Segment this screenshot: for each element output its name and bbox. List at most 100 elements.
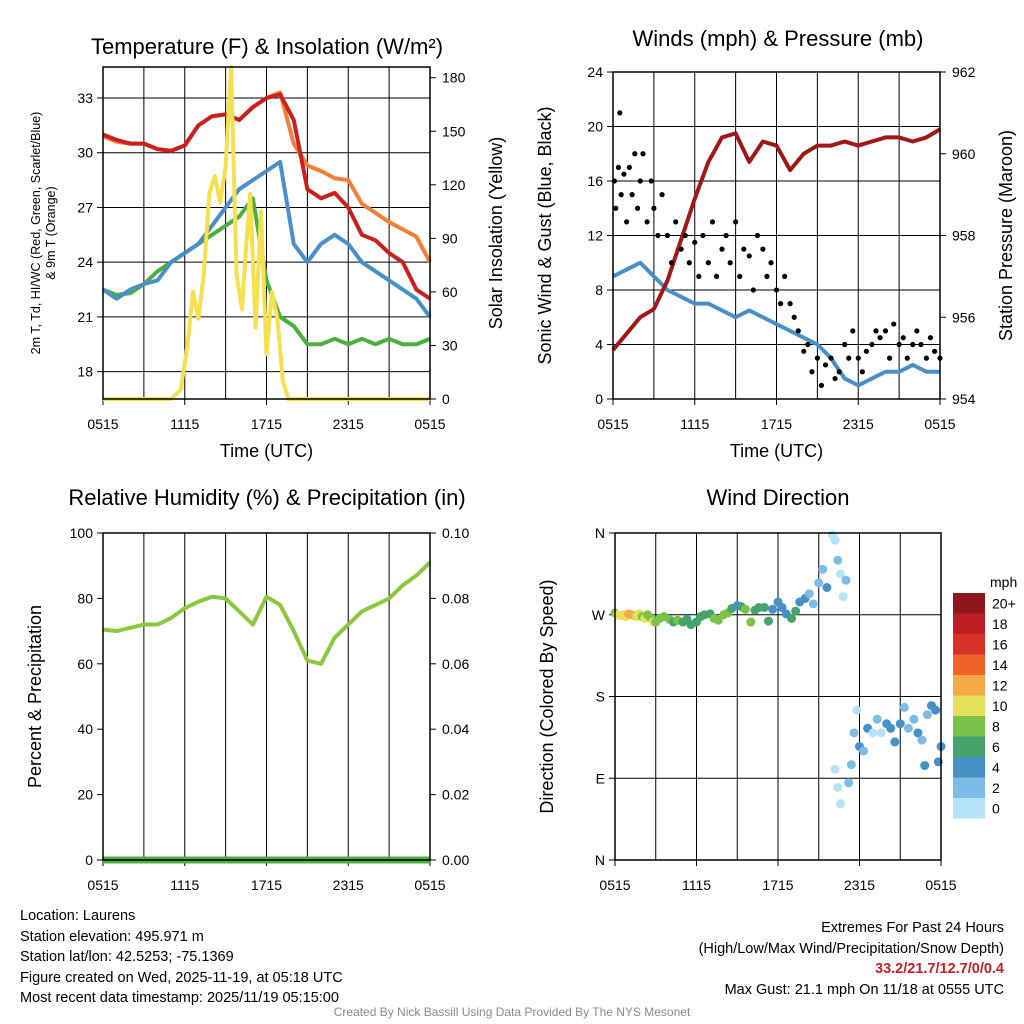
y2-tick-label: 120	[442, 177, 466, 193]
gust-point	[713, 273, 720, 279]
direction-point	[868, 728, 878, 738]
y2-tick-label: 0.04	[442, 721, 469, 737]
gust-point	[809, 369, 815, 375]
direction-point	[822, 583, 832, 592]
gust-point	[814, 355, 820, 361]
y2-axis-label: Solar Insolation (Yellow)	[486, 137, 506, 329]
gust-point	[877, 335, 883, 341]
gust-point	[617, 110, 623, 116]
y2-tick-label: 0.10	[442, 525, 469, 541]
colorbar-bin	[953, 613, 985, 634]
x-tick-label: 1115	[682, 877, 711, 893]
colorbar-label: 10	[992, 698, 1008, 714]
gust-point	[863, 348, 870, 354]
gust-point	[904, 355, 910, 361]
direction-point	[835, 569, 845, 579]
direction-point	[852, 705, 862, 715]
y2-tick-label: 0.00	[442, 852, 469, 868]
colorbar-label: 16	[992, 636, 1008, 652]
gust-point	[822, 362, 829, 368]
colorbar-bin	[953, 593, 985, 614]
gust-point	[801, 348, 807, 354]
y2-tick-label: 90	[442, 230, 458, 246]
colorbar-bin	[953, 798, 985, 819]
gust-point	[836, 369, 842, 375]
credit-text: Created By Nick Bassill Using Data Provi…	[333, 1005, 691, 1019]
gust-point	[900, 335, 906, 341]
x-axis-label: Time (UTC)	[730, 441, 823, 461]
x-tick-label: 0515	[597, 416, 628, 432]
recent-data-text: Most recent data timestamp: 2025/11/19 0…	[20, 990, 339, 1006]
direction-point	[846, 760, 856, 770]
direction-point	[763, 616, 773, 626]
gust-point	[692, 239, 698, 245]
gust-point	[832, 375, 838, 382]
y-tick-label: 24	[77, 254, 93, 270]
x-tick-label: 1115	[170, 877, 199, 893]
gust-point	[640, 151, 646, 157]
gust-point	[910, 341, 916, 348]
y2-tick-label: 180	[442, 70, 466, 86]
x-tick-label: 1115	[170, 416, 199, 432]
gust-point	[923, 355, 929, 361]
y2-tick-label: 150	[442, 123, 466, 139]
gust-point	[764, 273, 770, 279]
y2-tick-label: 956	[952, 309, 976, 325]
y2-axis-label: Station Pressure (Maroon)	[996, 130, 1016, 341]
y-tick-label: 8	[595, 282, 603, 298]
direction-point	[838, 592, 848, 602]
colorbar-label: 20+	[992, 595, 1016, 611]
y-tick-label: N	[595, 852, 605, 868]
x-tick-label: 1715	[761, 416, 792, 432]
y2-tick-label: 0	[442, 391, 450, 407]
gust-point	[773, 287, 780, 293]
chart-panel-2: Winds (mph) & Pressure (mb) 0 4 8 12 16 20 24 95…	[535, 26, 1016, 461]
extremes-values: 33.2/21.7/12.7/0/0.4	[875, 961, 1004, 977]
gust-point	[737, 273, 743, 279]
colorbar-bin	[953, 777, 985, 798]
x-tick-label: 2315	[844, 877, 875, 893]
gust-point	[733, 219, 739, 225]
series-line-td	[102, 196, 431, 347]
x-tick-label: 0515	[599, 877, 630, 893]
gust-point	[696, 273, 702, 279]
direction-point	[740, 604, 750, 614]
x-tick-label: 1115	[680, 416, 709, 432]
chart-panel-1: Temperature (F) & Insolation (W/m²) 18 21 2…	[29, 34, 506, 461]
gust-point	[727, 260, 733, 266]
gust-point	[700, 232, 706, 239]
colorbar-bin	[953, 695, 985, 716]
gust-point	[613, 205, 619, 211]
x-tick-label: 0515	[924, 416, 955, 432]
created-text: Figure created on Wed, 2025-11-19, at 05…	[20, 969, 343, 986]
x-tick-label: 0515	[925, 877, 956, 893]
x-tick-label: 0515	[87, 877, 118, 893]
gust-point	[750, 287, 756, 293]
y-tick-label: 24	[587, 64, 603, 80]
y-tick-label: W	[592, 607, 606, 623]
y-tick-label: 30	[77, 145, 93, 161]
direction-point	[787, 613, 797, 623]
direction-point	[791, 606, 801, 616]
direction-point	[818, 564, 828, 574]
gust-point	[651, 205, 657, 211]
direction-point	[759, 602, 769, 612]
gust-point	[855, 355, 861, 361]
gust-point	[682, 232, 688, 239]
y2-tick-label: 30	[442, 337, 458, 353]
colorbar-label: 2	[992, 780, 1000, 796]
gust-point	[777, 301, 784, 307]
gust-point	[791, 314, 797, 320]
gust-point	[842, 341, 848, 348]
y-axis-label: Percent & Precipitation	[25, 605, 45, 788]
gust-point	[615, 164, 622, 170]
colorbar-bin	[953, 757, 985, 778]
colorbar-bin	[953, 736, 985, 757]
y-tick-label: 4	[595, 337, 603, 353]
direction-point	[920, 761, 930, 771]
station-info: Location: Laurens Station elevation: 495…	[20, 906, 343, 1009]
direction-point	[849, 728, 859, 738]
direction-point	[844, 778, 854, 788]
colorbar-label: 6	[992, 739, 1000, 755]
plot-frame	[612, 71, 941, 400]
